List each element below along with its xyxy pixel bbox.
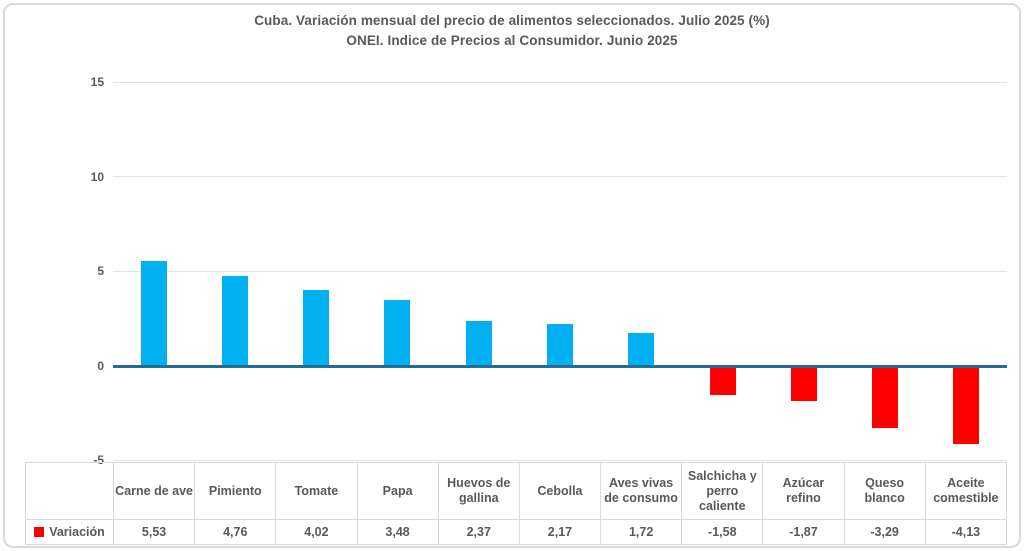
table-value-3: 4,02 (275, 519, 358, 545)
y-tick-label-5: 5 (97, 264, 104, 278)
chart-title: Cuba. Variación mensual del precio de al… (254, 13, 770, 28)
gridline--5 (113, 459, 1007, 461)
table-value-10: -3,29 (843, 519, 926, 545)
bar-8 (709, 365, 736, 396)
y-axis: 15 10 5 0 -5 (56, 75, 104, 467)
data-table: Carne de ave Pimiento Tomate Papa Huevos de … (25, 462, 1008, 545)
zero-axis-line (113, 364, 1007, 368)
y-tick-label-15: 15 (90, 75, 104, 89)
table-header-8: Salchicha y perro caliente (681, 462, 764, 520)
gridline-10 (113, 176, 1007, 177)
y-tick-label--5: -5 (93, 453, 104, 467)
y-tick-label-10: 10 (90, 169, 104, 184)
bar-5 (465, 320, 492, 366)
table-header-9: Azúcar refino (762, 462, 845, 520)
table-header-3: Tomate (275, 462, 358, 520)
bar-11 (953, 365, 980, 444)
legend-cell: Variación (25, 519, 114, 545)
bar-10 (872, 365, 899, 428)
table-header-11: Aceite comestible (924, 462, 1008, 520)
bar-7 (628, 332, 655, 366)
bar-3 (303, 289, 330, 366)
gridline-5 (113, 270, 1007, 272)
gridline-15 (113, 81, 1007, 83)
bar-1 (140, 260, 167, 366)
table-header-1: Carne de ave (112, 462, 196, 520)
bar-2 (221, 275, 248, 366)
table-header-4: Papa (356, 462, 439, 520)
legend-key-swatch (34, 526, 45, 537)
chart-subtitle: ONEI. Indice de Precios al Consumidor. J… (346, 33, 678, 48)
table-header-6: Cebolla (518, 462, 602, 520)
table-value-4: 3,48 (356, 519, 439, 545)
table-value-5: 2,37 (437, 519, 520, 545)
table-corner-cell (25, 462, 114, 520)
table-header-5: Huevos de gallina (437, 462, 520, 520)
bar-6 (547, 324, 573, 366)
table-header-2: Pimiento (194, 462, 277, 520)
bar-4 (384, 299, 411, 366)
table-value-9: -1,87 (762, 519, 845, 545)
legend-label: Variación (49, 524, 105, 539)
table-value-8: -1,58 (681, 519, 764, 545)
table-value-1: 5,53 (112, 519, 196, 545)
y-tick-label-0: 0 (97, 358, 104, 373)
table-header-10: Queso blanco (843, 462, 926, 520)
table-value-11: -4,13 (924, 519, 1008, 545)
table-value-2: 4,76 (194, 519, 277, 545)
table-value-6: 2,17 (518, 519, 602, 545)
bar-9 (790, 365, 817, 401)
table-value-7: 1,72 (600, 519, 683, 545)
plot-area (113, 81, 1007, 461)
table-header-7: Aves vivas de consumo (600, 462, 683, 520)
